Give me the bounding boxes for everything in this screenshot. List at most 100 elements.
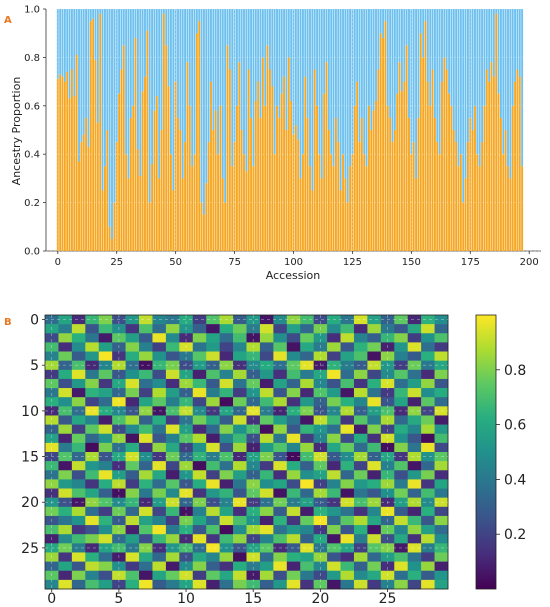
heatmap-cell [85, 497, 100, 508]
heatmap-cell [219, 397, 234, 407]
heatmap-cell [71, 415, 86, 425]
heatmap-cell [394, 561, 408, 572]
bar-upper [316, 9, 319, 106]
heatmap-cell [407, 534, 422, 544]
heatmap-cell [394, 415, 408, 425]
bar-upper [276, 9, 278, 106]
bar-lower [488, 81, 491, 251]
heatmap-cell [367, 525, 382, 535]
heatmap-cell [165, 333, 180, 343]
heatmap-cell [367, 543, 382, 553]
bar-lower [63, 81, 66, 251]
bar-upper [386, 9, 389, 106]
bar-upper [228, 9, 231, 70]
bar-upper [89, 9, 92, 22]
bar-lower [325, 62, 328, 251]
heatmap-cell [98, 515, 113, 526]
heatmap-cell [380, 333, 395, 343]
heatmap-cell [421, 442, 435, 453]
bar-lower [162, 13, 165, 252]
bar-lower [153, 110, 156, 251]
bar-lower [382, 38, 385, 251]
heatmap-cell [192, 579, 207, 590]
bar-upper [360, 9, 363, 118]
bar-lower [306, 117, 309, 252]
bar-lower [476, 154, 479, 251]
bar-upper [99, 9, 102, 14]
heatmap-cell [327, 351, 341, 361]
bar-upper [471, 9, 474, 130]
heatmap-cell [327, 397, 341, 407]
heatmap-cell [139, 506, 153, 517]
bar-lower [155, 96, 158, 252]
bar-lower [313, 69, 316, 251]
heatmap-cell [45, 561, 59, 572]
heatmap-cell [233, 461, 247, 471]
heatmap-cell [407, 579, 422, 590]
heatmap-cell [98, 470, 113, 480]
heatmap-cell [273, 351, 288, 361]
heatmap-cell [421, 333, 435, 343]
heatmap-cell [45, 415, 59, 425]
heatmap-cell [353, 342, 368, 352]
heatmap-cell [259, 479, 274, 489]
heatmap-cell [421, 452, 435, 462]
colorbar-tick-label: 0.6 [504, 418, 526, 434]
heatmap-cell [353, 479, 368, 489]
bar-upper [155, 9, 158, 97]
heatmap-cell [434, 388, 449, 398]
bar-lower [250, 117, 253, 252]
heatmap-cell [273, 388, 288, 398]
y-tick-label: 0.0 [24, 247, 40, 258]
heatmap-cell [286, 442, 301, 453]
heatmap-cell [152, 324, 167, 334]
heatmap-cell [300, 570, 314, 581]
bar-lower [214, 110, 217, 251]
bar-upper [304, 9, 307, 77]
heatmap-cell [367, 515, 382, 526]
heatmap-cell [327, 534, 341, 544]
heatmap-cell [192, 561, 207, 572]
bar-upper [450, 9, 453, 106]
heatmap-cell [327, 424, 341, 435]
heatmap-cell [58, 424, 73, 435]
heatmap-cell [139, 406, 153, 416]
heatmap-cell [71, 525, 86, 535]
bar-lower [521, 166, 524, 251]
heatmap-cell [45, 488, 59, 498]
heatmap-cell [246, 333, 261, 343]
heatmap-cell [421, 579, 435, 590]
heatmap-cell [367, 561, 382, 572]
bar-lower [342, 154, 344, 251]
heatmap-cell [313, 525, 328, 535]
heatmap-cell [367, 333, 382, 343]
bar-upper [396, 9, 399, 94]
bar-lower [266, 45, 269, 251]
bar-upper [490, 9, 493, 63]
heatmap-cell [58, 342, 73, 352]
heatmap-cell [85, 369, 100, 380]
heatmap-cell [246, 315, 261, 325]
heatmap-cell [152, 561, 167, 572]
heatmap-cell [259, 579, 274, 590]
bar-lower [158, 178, 161, 251]
heatmap-cell [353, 324, 368, 334]
heatmap-cell [125, 388, 140, 398]
bar-lower [386, 105, 389, 251]
bar-lower [120, 69, 123, 251]
heatmap-cell [85, 424, 100, 435]
heatmap-cell [125, 579, 140, 590]
bar-lower [417, 117, 420, 252]
bar-upper [108, 9, 111, 227]
bar-lower [191, 166, 194, 251]
heatmap-cell [394, 552, 408, 562]
bar-lower [391, 142, 394, 251]
heatmap-cell [380, 388, 395, 398]
bar-lower [85, 117, 88, 252]
heatmap-cell [300, 461, 314, 471]
heatmap-cell [340, 461, 355, 471]
bar-lower [396, 93, 399, 251]
bar-upper [398, 9, 401, 63]
heatmap-cell [421, 543, 435, 553]
heatmap-cell [233, 342, 247, 352]
